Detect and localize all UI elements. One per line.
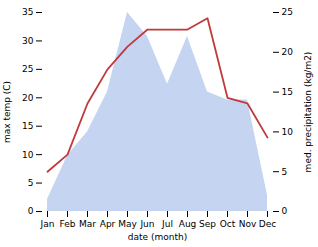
svg-text:date (month): date (month) — [128, 232, 187, 242]
svg-text:Aug: Aug — [179, 219, 197, 229]
svg-text:Apr: Apr — [100, 219, 116, 229]
svg-text:Oct: Oct — [220, 219, 236, 229]
svg-text:med. precipitation (kg/m2): med. precipitation (kg/m2) — [303, 52, 313, 173]
svg-text:20: 20 — [22, 93, 34, 103]
svg-text:5: 5 — [28, 178, 34, 188]
svg-text:25: 25 — [282, 7, 293, 17]
svg-text:30: 30 — [22, 36, 34, 46]
svg-text:Jun: Jun — [139, 219, 154, 229]
svg-text:Feb: Feb — [60, 219, 76, 229]
svg-text:15: 15 — [22, 121, 33, 131]
svg-text:5: 5 — [282, 167, 288, 177]
svg-text:Mar: Mar — [79, 219, 96, 229]
svg-text:25: 25 — [22, 64, 33, 74]
svg-text:10: 10 — [22, 150, 34, 160]
svg-text:Dec: Dec — [259, 219, 276, 229]
svg-text:0: 0 — [28, 206, 34, 216]
svg-text:10: 10 — [282, 127, 294, 137]
svg-text:Jan: Jan — [40, 219, 55, 229]
svg-text:Nov: Nov — [239, 219, 257, 229]
svg-text:Sep: Sep — [199, 219, 216, 229]
svg-text:15: 15 — [282, 87, 293, 97]
svg-text:0: 0 — [282, 206, 288, 216]
svg-text:Jul: Jul — [161, 219, 173, 229]
svg-text:May: May — [118, 219, 137, 229]
svg-text:35: 35 — [22, 7, 33, 17]
svg-text:max temp (C): max temp (C) — [2, 81, 12, 143]
svg-text:20: 20 — [282, 47, 294, 57]
